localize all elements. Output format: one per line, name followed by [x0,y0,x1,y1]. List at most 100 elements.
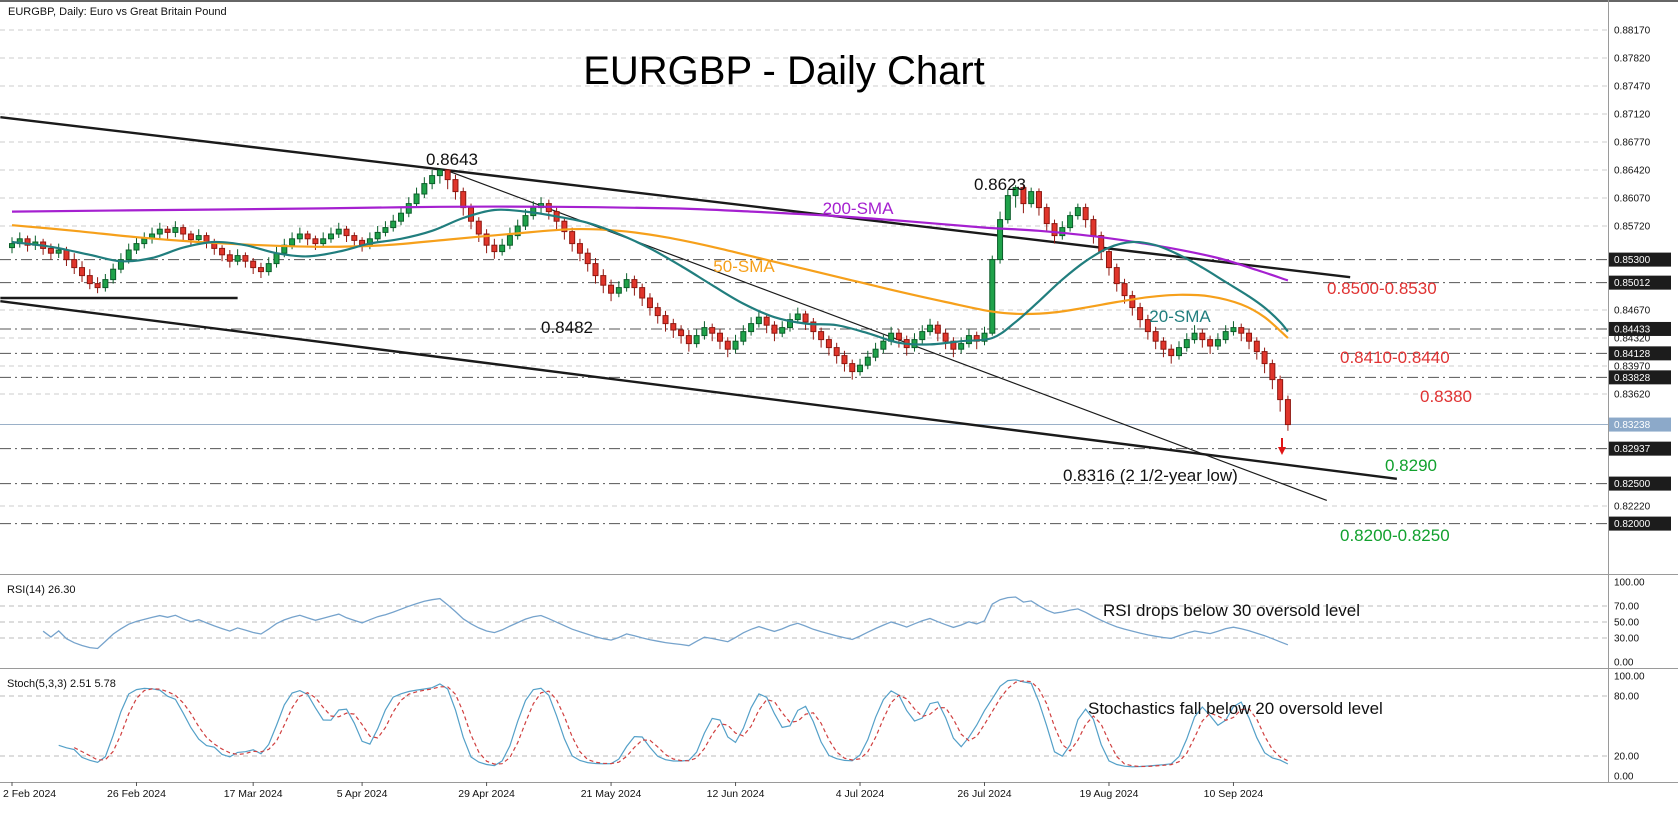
date-axis-label: 10 Sep 2024 [1204,788,1264,800]
candle-body [1082,207,1089,221]
sma50-label: 50-SMA [713,257,775,276]
price-axis-label: 0.84320 [1614,334,1651,345]
channel-lower-trendline[interactable] [0,300,1397,480]
resistance-3-label: 0.8380 [1420,387,1472,406]
level-price-tag [1609,252,1671,267]
candle-body [164,228,171,233]
candle-body [475,220,482,235]
candle-body [1168,348,1175,357]
candle-body [1113,267,1120,285]
candle-body [1051,223,1058,237]
price-axis-label: 0.86770 [1614,138,1651,149]
rsi-axis-label: 70.00 [1614,602,1639,613]
main-price-pane [0,29,1608,525]
stoch-annotation: Stochastics fall below 20 oversold level [1088,699,1383,718]
candle-body [701,327,708,337]
stoch-pane-label: Stoch(5,3,3) 2.51 5.78 [7,678,116,690]
stoch-axis-label: 80.00 [1614,692,1639,703]
candle-body [576,243,583,254]
date-axis-label: 21 May 2024 [581,788,642,800]
level-price-tag-label: 0.84433 [1614,324,1651,335]
candle-body [1012,187,1019,197]
candle-body [9,243,15,249]
candle-body [141,238,148,245]
candle-body [1261,351,1268,365]
level-price-tag-label: 0.84128 [1614,349,1651,360]
current-price-tag [1609,417,1671,432]
level-price-tag [1609,441,1671,456]
candle-body [1199,332,1206,341]
level-price-tag [1609,370,1671,385]
price-axis-label: 0.88170 [1614,26,1651,37]
date-axis-label: 29 Apr 2024 [458,788,515,800]
candle-body [335,228,342,235]
candle-body [1160,340,1167,350]
candle-body [1191,332,1198,341]
level-price-tag-label: 0.82937 [1614,444,1651,455]
candle-body [94,283,101,289]
rsi-axis-label: 100.00 [1614,578,1645,589]
candle-body [787,319,793,329]
date-axis-label: 19 Aug 2024 [1079,788,1138,800]
axes: 0.88170 0.87820 0.87470 0.87120 0.86770 0.864… [0,0,1678,800]
stoch-axis-label: 100.00 [1614,672,1645,683]
level-price-tag [1609,321,1671,336]
candle-body [1129,295,1136,309]
price-axis-label: 0.86070 [1614,194,1651,205]
candle-body [825,339,832,349]
candle-body [864,356,871,366]
candle-body [740,331,747,342]
candle-body [1152,331,1159,342]
sma50-line [11,224,1289,339]
candle-body [1074,207,1081,217]
date-axis-label: 5 Apr 2024 [337,788,388,800]
candle-body [203,235,210,243]
candle-body [895,332,902,341]
candle-body [1253,340,1260,353]
candle-body [1176,347,1182,357]
candle-body [219,247,226,256]
candle-body [195,235,202,241]
sma200-line [11,205,1289,282]
candle-body [24,238,31,246]
candle-body [716,332,723,342]
candle-body [1121,283,1128,297]
candle-body [242,255,249,262]
candle-body [1284,399,1291,426]
candle-body [429,175,436,185]
candle-body [1137,307,1144,321]
rsi-axis-label: 30.00 [1614,634,1639,645]
stoch-axis-label: 0.00 [1614,772,1634,783]
candle-body [919,331,926,341]
candle-body [483,233,490,246]
sma20-label: 20-SMA [1149,307,1211,326]
current-price-tag-label: 0.83238 [1614,420,1651,431]
candle-body [327,233,334,240]
candle-body [1043,207,1050,225]
candle-body [1222,331,1229,341]
candle-body [506,235,513,246]
candle-body [79,267,86,277]
price-axis-label: 0.83970 [1614,362,1651,373]
candle-body [841,355,848,365]
candle-body [55,249,62,254]
level-price-tag [1609,346,1671,361]
candle-body [47,247,54,254]
candle-body [133,243,140,251]
stoch-d-line [73,680,1289,768]
candle-body [180,227,187,235]
candle-body [390,220,397,229]
candle-body [460,191,467,209]
candle-body [289,238,296,246]
candle-body [639,287,646,299]
candle-body [1020,187,1027,205]
price-axis-label: 0.82220 [1614,502,1651,513]
candle-body [755,316,762,325]
channel-upper-trendline[interactable] [0,116,1351,279]
candle-body [436,169,443,177]
date-axis-label: 2 Feb 2024 [3,788,56,800]
candle-body [413,193,420,205]
candle-body [296,233,303,240]
